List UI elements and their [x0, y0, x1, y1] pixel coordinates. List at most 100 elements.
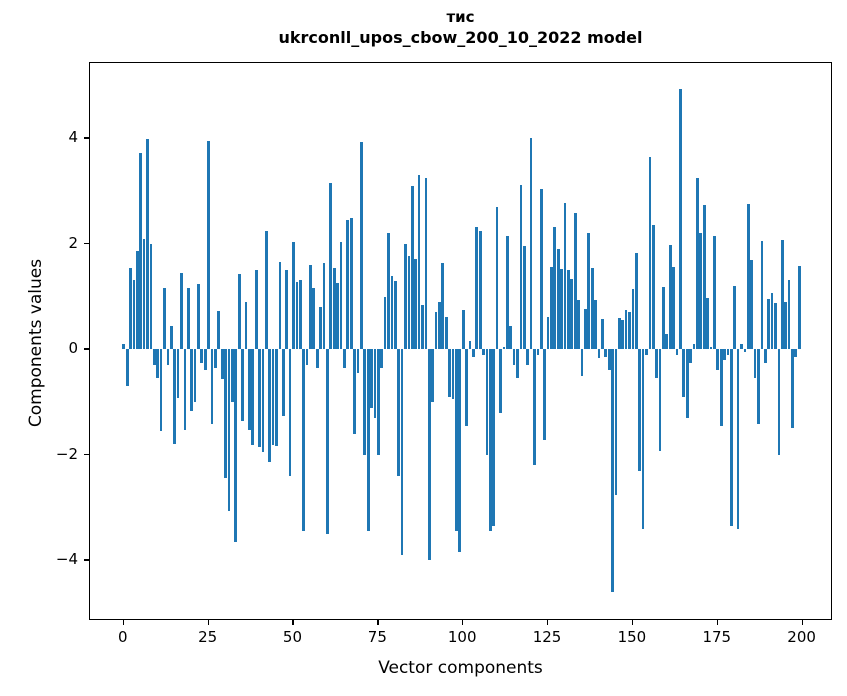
bar	[448, 349, 451, 397]
bar	[431, 349, 434, 403]
bar	[519, 185, 523, 350]
bar	[787, 279, 791, 350]
bar	[173, 349, 177, 445]
bar	[529, 138, 533, 350]
bar	[516, 349, 519, 379]
bar	[166, 349, 170, 365]
x-axis-tick-label: 100	[447, 628, 477, 646]
bar	[651, 225, 655, 350]
chart-title: тис ukrconll_upos_cbow_200_10_2022 model	[89, 7, 832, 49]
bar	[550, 266, 553, 350]
bar	[679, 89, 682, 350]
bar	[278, 262, 282, 350]
bar	[129, 267, 132, 350]
bar	[231, 349, 234, 403]
bar	[502, 346, 506, 350]
bar	[288, 349, 292, 476]
bar	[468, 341, 472, 350]
bar	[655, 349, 659, 378]
bar	[210, 349, 214, 424]
bar	[407, 255, 411, 350]
bar	[417, 175, 421, 350]
bar	[628, 312, 631, 350]
x-axis-tick	[547, 620, 549, 625]
bar	[682, 349, 686, 397]
bar	[617, 317, 621, 350]
bar	[706, 298, 709, 350]
x-axis-tick	[801, 620, 803, 625]
bar	[753, 349, 757, 379]
bar	[461, 310, 465, 350]
bar	[152, 349, 156, 366]
bar	[777, 349, 781, 455]
bar	[135, 251, 139, 350]
bar	[414, 258, 418, 350]
bar	[400, 349, 404, 556]
chart-title-word: тис	[446, 8, 475, 26]
bar	[536, 349, 540, 355]
bar	[122, 344, 126, 350]
x-axis-tick	[716, 620, 719, 625]
x-axis-tick-label: 25	[198, 628, 218, 646]
bar	[509, 325, 513, 350]
bar	[760, 241, 764, 350]
bar	[183, 349, 187, 430]
x-axis-tick	[207, 620, 209, 625]
bar	[360, 142, 363, 350]
bar	[584, 308, 587, 350]
y-axis-tick	[84, 348, 89, 350]
bar	[611, 349, 614, 592]
bar	[770, 292, 774, 350]
bar	[159, 349, 163, 432]
bar	[322, 263, 326, 350]
bar	[488, 349, 492, 532]
bar	[499, 349, 502, 413]
bar	[672, 267, 675, 350]
bar	[526, 349, 530, 365]
bar	[424, 177, 428, 350]
x-axis-tick-label: 200	[787, 628, 816, 646]
bar	[597, 349, 601, 358]
bar	[587, 233, 591, 350]
bar	[156, 349, 160, 379]
bar	[723, 349, 726, 360]
bar	[139, 153, 143, 350]
bar	[689, 349, 692, 363]
bar	[709, 346, 713, 350]
bar	[478, 231, 482, 350]
bar	[271, 349, 275, 445]
bar	[132, 279, 136, 350]
bar	[539, 188, 543, 350]
bar	[668, 244, 672, 350]
bar	[444, 317, 448, 350]
bar	[648, 156, 652, 350]
bar	[309, 265, 312, 350]
bar	[349, 217, 353, 350]
bar	[546, 317, 550, 350]
y-axis-tick-label: 4	[68, 128, 78, 147]
bar	[736, 349, 740, 529]
y-axis-tick-label: −2	[55, 444, 78, 463]
bar	[438, 301, 441, 350]
bar	[624, 309, 628, 350]
bar	[556, 248, 560, 350]
x-axis-label: Vector components	[378, 658, 543, 678]
bar	[356, 349, 360, 373]
bar	[485, 349, 489, 455]
bar	[339, 242, 343, 350]
bar	[125, 349, 129, 387]
bar	[217, 311, 221, 350]
bar	[312, 287, 316, 350]
bar	[533, 349, 536, 465]
bar	[465, 349, 468, 426]
bar	[197, 283, 200, 350]
bar	[220, 349, 224, 379]
bar	[665, 333, 669, 350]
bar	[169, 326, 173, 350]
bar	[774, 302, 777, 350]
bar	[366, 349, 370, 532]
bar	[329, 183, 333, 350]
bar	[604, 349, 608, 358]
bar	[298, 280, 302, 350]
